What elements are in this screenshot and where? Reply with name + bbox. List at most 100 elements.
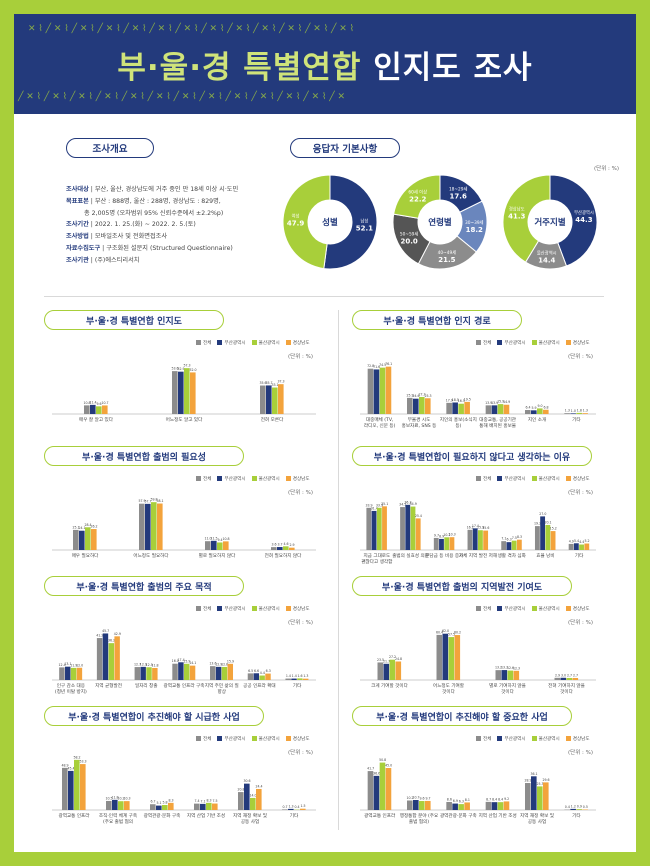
bar-value-label: 0.7 — [282, 805, 287, 809]
bar — [62, 767, 68, 810]
survey-value: 구조화된 설문지 (Structured Questionnaire) — [106, 244, 233, 252]
bar — [545, 524, 551, 550]
legend-swatch — [217, 476, 223, 481]
bar — [572, 677, 579, 680]
respondents-unit: (단위 : %) — [594, 166, 619, 172]
header-banner: ✕ ⌇ ╱ ✕ ⌇ ╱ ✕ ⌇ ╱ ✕ ⌇ ╱ ✕ ⌇ ╱ ✕ ⌇ ╱ ✕ ⌇ … — [14, 14, 636, 114]
legend-label: 울산광역시 — [258, 737, 280, 742]
bar-value-label: 10.5 — [105, 796, 112, 800]
donut-center-label: 거주지별 — [534, 217, 565, 228]
bar-value-label: 14.1 — [189, 661, 196, 665]
bar-value-label: 27.2 — [389, 655, 396, 659]
legend-label: 울산광역시 — [258, 477, 280, 482]
bar — [497, 404, 504, 414]
bar — [250, 797, 256, 810]
legend-label: 전체 — [203, 341, 212, 346]
bar-value-label: 11.8 — [151, 663, 158, 667]
bar — [550, 531, 556, 550]
donut-center-label: 성별 — [322, 217, 338, 228]
donut-slice-label: 울산광역시 — [537, 249, 557, 256]
bar-value-label: 1.8 — [577, 408, 582, 412]
category-label: 향상 — [217, 688, 226, 695]
bar-value-label: 7.5 — [212, 799, 217, 803]
bar-value-label: 1.3 — [288, 804, 293, 808]
bar-value-label: 1.3 — [303, 674, 308, 678]
legend-label: 경상남도 — [572, 341, 590, 346]
donut-slice-value: 17.6 — [450, 193, 467, 201]
bar-value-label: 18.5 — [452, 398, 459, 402]
bar — [419, 801, 425, 810]
bar-value-label: 35.6 — [259, 381, 266, 385]
bar — [560, 677, 567, 680]
chart-unit: (단위 : %) — [288, 750, 313, 756]
legend-swatch — [251, 736, 257, 741]
bar-value-label: 13.1 — [64, 662, 71, 666]
bar — [134, 667, 141, 680]
bar-value-label: 16.5 — [458, 399, 465, 403]
title-part1: 부·울·경 특별연합 — [117, 50, 362, 86]
legend-swatch — [565, 340, 571, 345]
bar — [184, 663, 190, 680]
bar — [139, 503, 145, 550]
category-label: 괜찮다고 생각함 — [361, 558, 393, 565]
bar-value-label: 12.0 — [76, 663, 83, 667]
legend-swatch — [196, 736, 201, 741]
legend-swatch — [476, 606, 481, 611]
bar — [184, 368, 190, 414]
category-label: 전혀 모른다 — [261, 416, 284, 423]
bar-value-label: 9.7 — [425, 796, 430, 800]
category-label: 라디오, 신문 등) — [364, 422, 396, 429]
survey-value: (주)에스티리서치 — [94, 256, 140, 264]
category-label: 기타 — [293, 682, 302, 689]
bar — [415, 518, 421, 550]
legend-label: 경상남도 — [572, 737, 590, 742]
bar — [80, 764, 86, 810]
legend-label: 전체 — [483, 341, 492, 346]
bar — [525, 783, 531, 810]
legend-item: 부산광역시 — [217, 606, 246, 612]
legend-item: 경상남도 — [565, 476, 590, 482]
bar — [425, 800, 431, 810]
survey-key: 목표표본 — [66, 197, 89, 205]
category-label: 광역관광·문화 구축 — [440, 812, 477, 819]
chart-title: 부·울·경 특별연합이 추진해야 할 시급한 사업 — [44, 706, 264, 726]
bar — [439, 538, 444, 550]
bar-value-label: 53.3 — [79, 760, 86, 764]
bar — [178, 662, 184, 680]
category-label: 효율 낭비 — [536, 552, 554, 559]
bar — [513, 670, 520, 680]
bar-value-label: 2.9 — [289, 543, 294, 547]
category-label: 크게 기여할 것이다 — [371, 682, 409, 689]
bar-value-label: 11.4 — [89, 400, 96, 404]
bar — [227, 663, 234, 680]
category-label: 일자리 창출 — [135, 682, 158, 689]
category-label: 지역 균형발전 — [95, 682, 122, 689]
bar-value-label: 28.9 — [524, 779, 531, 783]
bar — [140, 666, 146, 680]
survey-key: 조사기간 — [66, 221, 89, 229]
bar-value-label: 33.9 — [365, 503, 372, 507]
bar-value-label: 45.7 — [102, 629, 109, 633]
donut-slice-value: 22.2 — [409, 196, 426, 204]
bar-chart: 10.811.4 9.6 10.7 매우 잘 알고 있다 53.652.957.352.… — [52, 364, 316, 423]
bar — [448, 637, 455, 680]
bar-value-label: 4.4 — [579, 540, 584, 544]
bar — [554, 677, 561, 680]
bar-value-label: 15.6 — [482, 526, 489, 530]
bar — [576, 809, 582, 810]
legend-swatch — [531, 736, 537, 741]
chart-unit: (단위 : %) — [568, 354, 593, 360]
bar — [485, 405, 492, 414]
bar — [464, 401, 470, 414]
bar — [271, 547, 277, 550]
survey-row: 조사기간 | 2022. 1. 25.(화) ~ 2022. 2. 5.(토) — [66, 219, 306, 231]
bar-value-label: 20.8 — [237, 788, 244, 792]
bar — [272, 387, 278, 414]
bar-value-label: 1.6 — [298, 674, 303, 678]
bar-value-label: 13.3 — [501, 666, 508, 670]
bar — [102, 405, 108, 414]
bar-value-label: 5.4 — [574, 539, 579, 543]
bar — [511, 540, 517, 550]
